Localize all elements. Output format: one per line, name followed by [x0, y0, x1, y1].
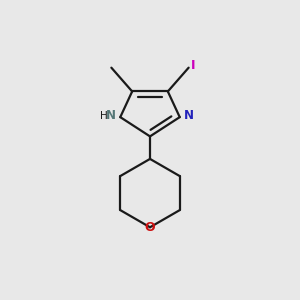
Text: I: I [191, 59, 196, 72]
Text: H: H [100, 111, 108, 121]
Text: O: O [145, 221, 155, 234]
Text: N: N [184, 109, 194, 122]
Text: N: N [106, 109, 116, 122]
